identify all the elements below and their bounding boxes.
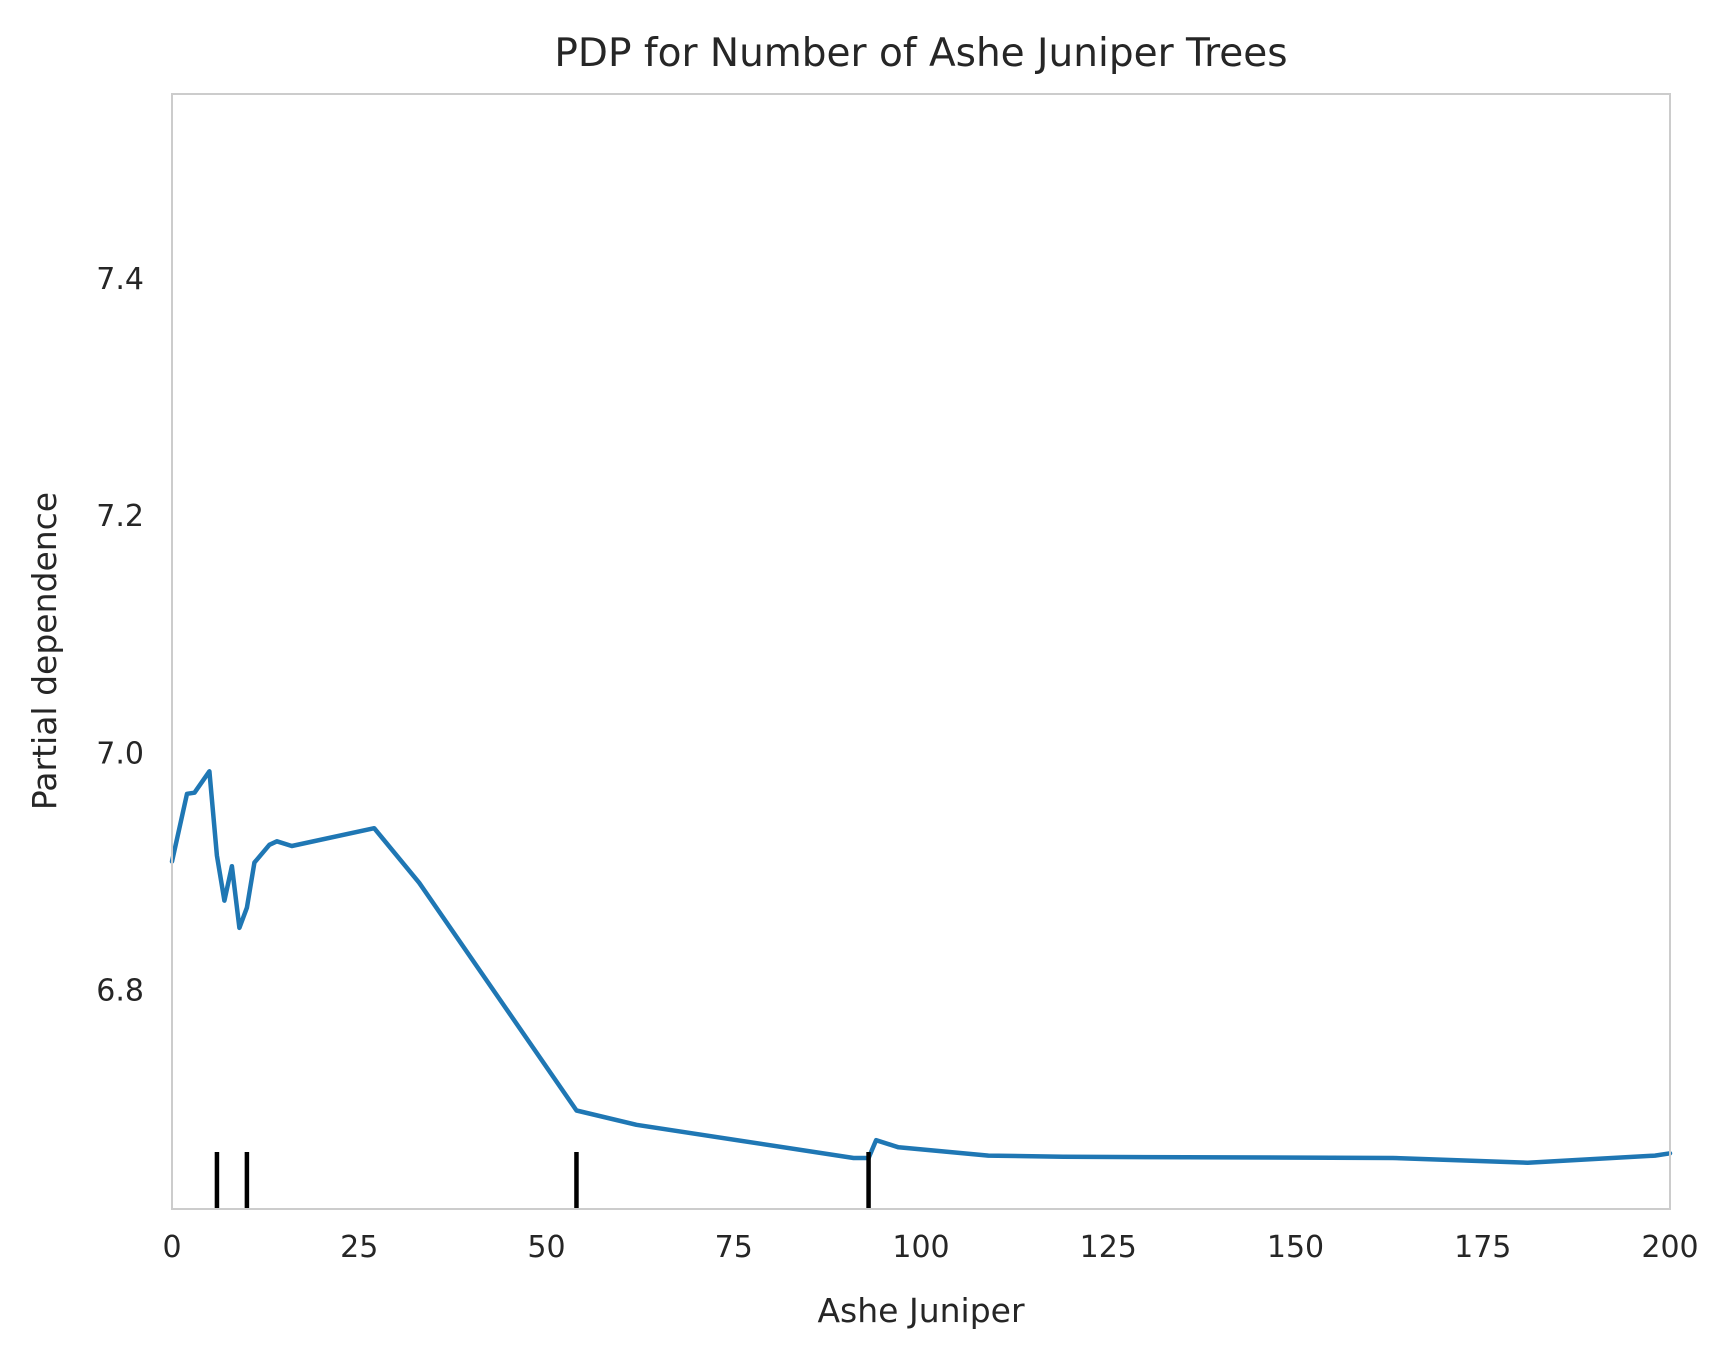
- y-axis-label: Partial dependence: [25, 492, 64, 810]
- y-tick-label: 6.8: [96, 974, 144, 1009]
- x-tick-label: 125: [1080, 1230, 1137, 1265]
- x-tick-label: 100: [892, 1230, 949, 1265]
- x-tick-label: 175: [1454, 1230, 1511, 1265]
- x-tick-label: 75: [715, 1230, 753, 1265]
- plot-area: [169, 769, 1673, 1209]
- y-tick-label: 7.0: [96, 736, 144, 771]
- chart-title: PDP for Number of Ashe Juniper Trees: [554, 31, 1287, 76]
- x-tick-label: 200: [1641, 1230, 1698, 1265]
- x-tick-label: 50: [527, 1230, 565, 1265]
- x-axis-ticks: 0 25 50 75 100 125 150 175 200: [162, 1230, 1698, 1265]
- x-tick-label: 0: [162, 1230, 181, 1265]
- plot-frame: [171, 93, 1671, 1210]
- y-tick-label: 7.2: [96, 499, 144, 534]
- x-tick-label: 150: [1267, 1230, 1324, 1265]
- y-tick-label: 7.4: [96, 262, 144, 297]
- x-tick-label: 25: [340, 1230, 378, 1265]
- series-line-0: [169, 769, 1673, 1165]
- x-axis-label: Ashe Juniper: [817, 1291, 1024, 1330]
- y-axis-ticks: 6.8 7.0 7.2 7.4: [96, 262, 144, 1009]
